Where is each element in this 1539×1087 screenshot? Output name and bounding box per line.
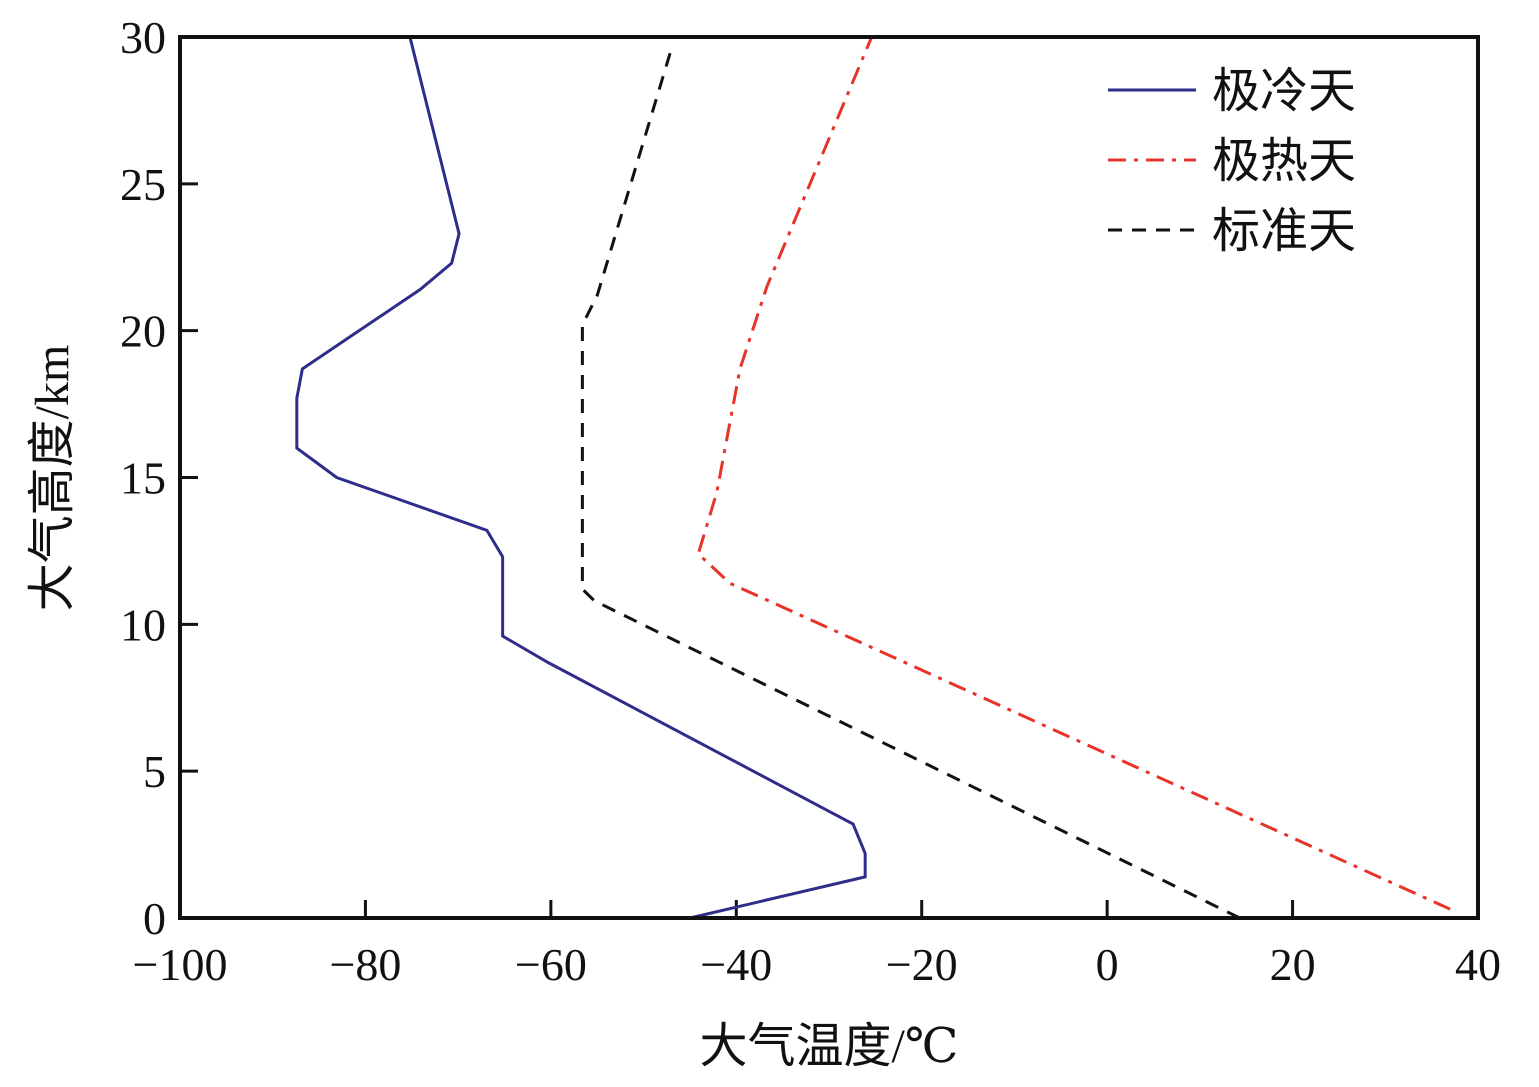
series-line-0	[295, 36, 867, 920]
x-tick-label: −20	[886, 939, 958, 990]
series-line-1	[696, 36, 1451, 911]
series-line-2	[580, 45, 1241, 920]
x-tick-label: 20	[1270, 939, 1316, 990]
x-tick-label: −100	[133, 939, 228, 990]
x-tick-label: −80	[329, 939, 401, 990]
y-tick-label: 30	[120, 12, 166, 63]
y-axis-label: 大气高度/km	[26, 345, 79, 612]
x-tick-label: −60	[515, 939, 587, 990]
legend-label: 极热天	[1212, 135, 1356, 188]
x-tick-label: 40	[1455, 939, 1501, 990]
legend-label: 极冷天	[1212, 65, 1356, 118]
x-tick-label: 0	[1096, 939, 1119, 990]
y-tick-label: 20	[120, 306, 166, 357]
x-axis-label: 大气温度/℃	[699, 1020, 958, 1073]
plot-frame	[178, 35, 1480, 920]
x-tick-label: −40	[700, 939, 772, 990]
y-tick-label: 5	[143, 746, 166, 797]
y-tick-label: 10	[120, 599, 166, 650]
legend-label: 标准天	[1212, 205, 1356, 258]
y-tick-label: 0	[143, 893, 166, 944]
y-tick-label: 25	[120, 159, 166, 210]
y-tick-label: 15	[120, 453, 166, 504]
